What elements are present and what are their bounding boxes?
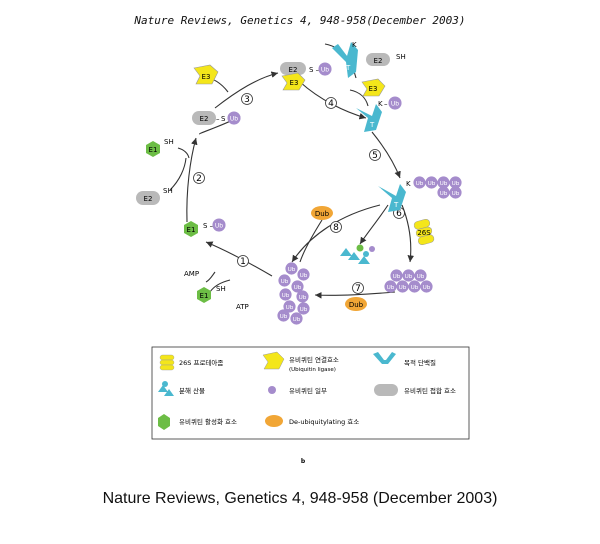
e1-free-top: E1 SH [146, 138, 174, 157]
e1-free-bottom: E1 SH [197, 285, 226, 303]
svg-text:SH: SH [396, 53, 406, 61]
legend-ligase: 유비퀴틴 연결효소 (Ubiquitin ligase) [262, 351, 339, 373]
legend-conjugating: 유비퀴틴 접합 효소 [374, 384, 456, 396]
ubiquitin-pathway-diagram: Ub 1 2 3 4 5 6 7 8 E3 [136, 41, 470, 465]
svg-text:Dub: Dub [349, 301, 364, 309]
amp-label: AMP [184, 270, 199, 278]
svg-text:26S: 26S [417, 229, 431, 237]
svg-text:3: 3 [244, 95, 250, 105]
footer-citation: Nature Reviews, Genetics 4, 948-958 (Dec… [102, 490, 498, 507]
target-protein-mono-ub: K T – [356, 96, 402, 132]
arrow-3 [214, 71, 279, 109]
svg-text:S: S [221, 115, 226, 123]
svg-text:유비퀴틴 접합 효소: 유비퀴틴 접합 효소 [404, 386, 456, 395]
svg-text:E2: E2 [374, 57, 383, 65]
step-7: 7 [352, 282, 364, 294]
svg-text:E3: E3 [290, 79, 299, 87]
svg-text:K: K [406, 180, 411, 188]
svg-text:목적 단백질: 목적 단백질 [404, 358, 436, 367]
step-3: 3 [241, 93, 253, 105]
arrow-7 [314, 291, 396, 299]
degradation-products [340, 244, 375, 264]
e1-ub-complex: E1 S – [184, 218, 226, 237]
arrow-atp [209, 279, 231, 293]
svg-text:8: 8 [333, 223, 339, 233]
legend-proteasome: 26S 프로테아좀 [159, 354, 223, 371]
dub-enzyme-bottom: Dub [345, 297, 367, 311]
svg-text:K: K [378, 100, 383, 108]
svg-text:S –: S – [203, 222, 214, 230]
svg-text:유비퀴틴 연결효소: 유비퀴틴 연결효소 [289, 355, 339, 364]
arrow-5 [371, 131, 401, 179]
step-4: 4 [325, 97, 337, 109]
arrow-dub8 [299, 219, 323, 263]
svg-text:E1: E1 [200, 292, 209, 300]
legend-fragments: 분해 산물 [158, 381, 205, 396]
legend: 26S 프로테아좀 유비퀴틴 연결효소 (Ubiquitin ligase) 목… [151, 346, 470, 440]
svg-text:K: K [352, 41, 357, 49]
step-5: 5 [369, 149, 381, 161]
svg-text:유비퀴틴 일부: 유비퀴틴 일부 [289, 386, 327, 395]
svg-text:6: 6 [396, 209, 402, 219]
arrow-amp [205, 271, 216, 283]
svg-text:E2: E2 [289, 66, 298, 74]
legend-target: 목적 단백질 [373, 352, 436, 367]
svg-text:(Ubiquitin ligase): (Ubiquitin ligase) [289, 367, 336, 373]
legend-ubiquitin: 유비퀴틴 일부 [268, 386, 327, 395]
target-protein-polyub: K T [378, 176, 462, 212]
polyub-chain-released [384, 269, 433, 293]
arrow-1 [205, 241, 273, 277]
e2-free-left: E2 SH [136, 187, 173, 205]
e2-e3-ub-complex: E2 E3 S – [280, 62, 332, 91]
svg-text:SH: SH [216, 285, 226, 293]
svg-text:S –: S – [309, 66, 320, 74]
svg-text:T: T [369, 121, 375, 129]
legend-deub: De-ubiquitylating 효소 [265, 415, 359, 427]
free-ub-pool [277, 262, 310, 325]
svg-text:Dub: Dub [315, 210, 330, 218]
e3-released-right: E3 [361, 78, 386, 97]
arrow-2 [186, 137, 198, 223]
svg-text:T: T [393, 201, 399, 209]
svg-text:–: – [384, 100, 388, 108]
legend-activating: 유비퀴틴 활성화 효소 [158, 414, 237, 430]
svg-text:분해 산물: 분해 산물 [179, 386, 205, 395]
e3-free-top-left: E3 [193, 64, 219, 85]
atp-label: ATP [236, 303, 249, 311]
svg-text:4: 4 [328, 99, 334, 109]
step-8: 8 [330, 221, 342, 233]
arrow-e2-join [169, 157, 187, 191]
step-1: 1 [237, 255, 249, 267]
svg-text:5: 5 [372, 151, 378, 161]
svg-text:유비퀴틴 활성화 효소: 유비퀴틴 활성화 효소 [179, 417, 237, 426]
svg-text:De-ubiquitylating 효소: De-ubiquitylating 효소 [289, 418, 359, 426]
proteasome-26s: 26S [413, 218, 435, 246]
svg-text:–: – [216, 115, 220, 123]
svg-text:E1: E1 [149, 146, 158, 154]
arrow-e1-join [177, 147, 190, 159]
step-2: 2 [193, 172, 205, 184]
panel-label: b [301, 458, 306, 465]
svg-text:1: 1 [240, 257, 246, 267]
svg-text:26S 프로테아좀: 26S 프로테아좀 [179, 358, 223, 367]
target-protein-top: K T [332, 41, 358, 78]
svg-text:E2: E2 [144, 195, 153, 203]
svg-text:SH: SH [164, 138, 174, 146]
dub-enzyme-top: Dub [311, 206, 333, 220]
svg-text:E3: E3 [202, 73, 211, 81]
svg-text:T: T [345, 64, 351, 72]
svg-text:E2: E2 [200, 115, 209, 123]
arrow-degrade [359, 204, 389, 245]
header-citation: Nature Reviews, Genetics 4, 948-958(Dece… [134, 14, 466, 27]
svg-text:2: 2 [196, 174, 202, 184]
arrow-e3-release [349, 89, 369, 107]
svg-text:7: 7 [355, 284, 361, 294]
e2-free-top-right: E2 SH [366, 53, 406, 66]
svg-text:E1: E1 [187, 226, 196, 234]
e2-ub-complex-left: E2 S – [192, 111, 241, 125]
svg-text:SH: SH [163, 187, 173, 195]
svg-text:E3: E3 [369, 85, 378, 93]
arrow-8 [291, 204, 381, 263]
